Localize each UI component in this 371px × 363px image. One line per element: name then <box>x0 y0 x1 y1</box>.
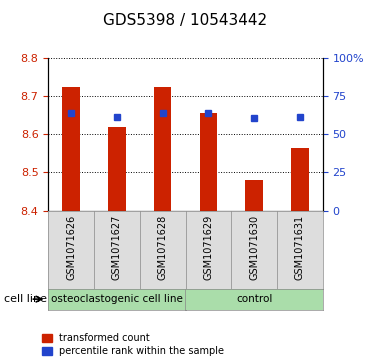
Text: osteoclastogenic cell line: osteoclastogenic cell line <box>51 294 183 304</box>
Text: GSM1071629: GSM1071629 <box>203 215 213 280</box>
Bar <box>62 87 80 211</box>
Text: GSM1071631: GSM1071631 <box>295 215 305 280</box>
Text: control: control <box>236 294 272 304</box>
Legend: transformed count, percentile rank within the sample: transformed count, percentile rank withi… <box>42 333 224 356</box>
Bar <box>154 87 171 211</box>
Bar <box>108 127 125 211</box>
Text: GSM1071630: GSM1071630 <box>249 215 259 280</box>
Bar <box>246 180 263 211</box>
Text: GDS5398 / 10543442: GDS5398 / 10543442 <box>104 13 267 28</box>
Text: GSM1071626: GSM1071626 <box>66 215 76 280</box>
Text: GSM1071627: GSM1071627 <box>112 215 122 280</box>
Bar <box>291 148 309 211</box>
Text: cell line: cell line <box>4 294 47 304</box>
Bar <box>200 113 217 211</box>
Text: GSM1071628: GSM1071628 <box>158 215 168 280</box>
